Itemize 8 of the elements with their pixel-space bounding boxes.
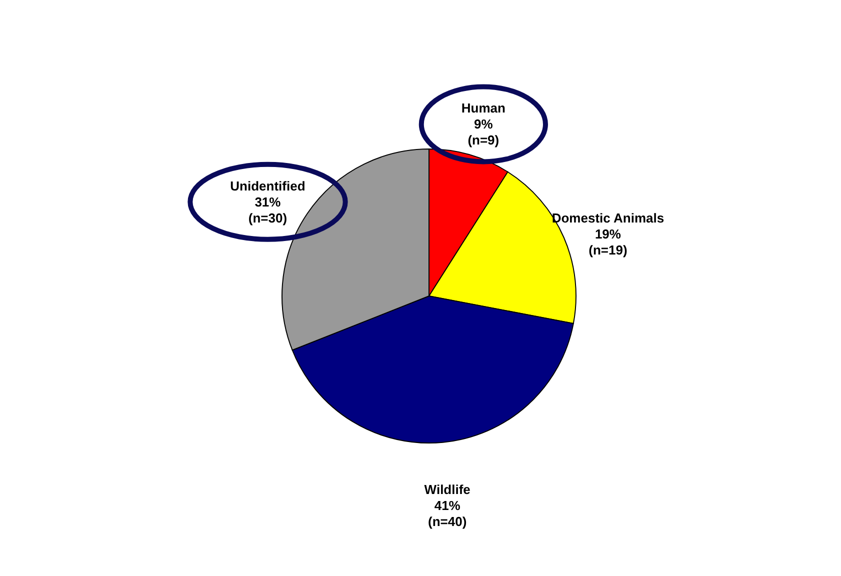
data-label: 9% (n=9) (468, 116, 500, 148)
data-label: 41% (n=40) (428, 498, 467, 530)
data-label: 31% (n=30) (248, 194, 288, 226)
slice-label: Wildlife (424, 482, 470, 498)
data-label: 19% (n=19) (588, 226, 628, 258)
slice-label: Human (461, 100, 506, 116)
slice-label: Domestic Animals (552, 210, 664, 226)
slice-label: Unidentified (230, 178, 306, 194)
